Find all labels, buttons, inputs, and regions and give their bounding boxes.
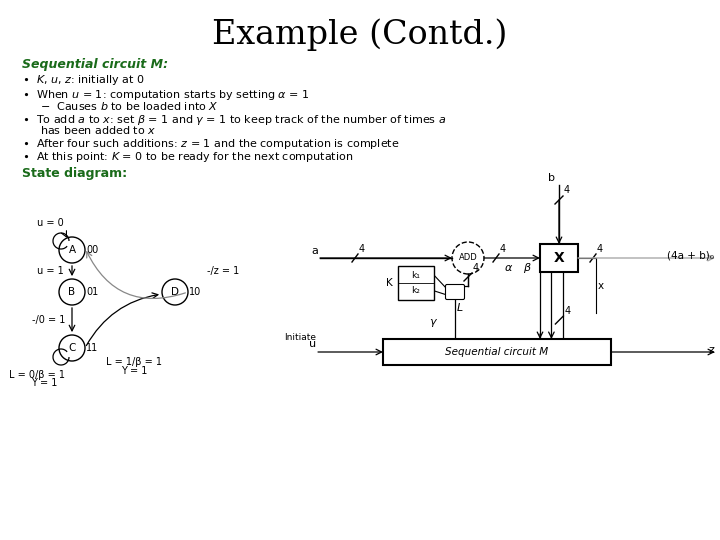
Text: has been added to $x$: has been added to $x$ [40,124,156,136]
Text: $\bullet$  $K$, $u$, $z$: initially at 0: $\bullet$ $K$, $u$, $z$: initially at 0 [22,73,145,87]
Text: z: z [708,345,714,355]
Text: $-$  Causes $b$ to be loaded into $X$: $-$ Causes $b$ to be loaded into $X$ [40,100,219,112]
Text: -/0 = 1: -/0 = 1 [32,315,66,325]
Text: Sequential circuit M: Sequential circuit M [446,347,549,357]
Text: Y = 1: Y = 1 [31,378,57,388]
Text: B: B [68,287,76,297]
Text: x: x [598,281,604,291]
Text: C: C [68,343,76,353]
Text: k₁: k₁ [412,271,420,280]
Text: 10: 10 [189,287,202,297]
Text: 4: 4 [564,185,570,195]
Bar [383,339,611,365]
Text: ADD: ADD [459,253,477,262]
Text: 4: 4 [359,244,365,254]
Text: $\bullet$  When $u$ = 1: computation starts by setting $\alpha$ = 1: $\bullet$ When $u$ = 1: computation star… [22,88,310,102]
Text: State diagram:: State diagram: [22,167,127,180]
Text: 4: 4 [564,306,570,316]
Bar [540,244,578,272]
FancyBboxPatch shape [446,285,464,300]
Text: β: β [523,263,531,273]
Text: u: u [309,339,316,349]
Text: A: A [68,245,76,255]
Text: 11: 11 [86,343,98,353]
Text: X: X [554,251,564,265]
Text: (4a + b)₀: (4a + b)₀ [667,251,714,261]
Text: b: b [548,173,555,183]
Text: 00: 00 [86,245,98,255]
Text: α: α [504,263,512,273]
Text: -/z = 1: -/z = 1 [207,266,239,276]
Text: k₂: k₂ [412,286,420,295]
Text: L = 1/β = 1: L = 1/β = 1 [106,357,162,367]
Text: u = 0: u = 0 [37,218,63,228]
Text: Sequential circuit M:: Sequential circuit M: [22,58,168,71]
Text: $\bullet$  After four such additions: $z$ = 1 and the computation is complete: $\bullet$ After four such additions: $z$… [22,137,400,151]
Text: D: D [171,287,179,297]
Text: $\bullet$  To add $a$ to $x$: set $\beta$ = 1 and $\gamma$ = 1 to keep track of : $\bullet$ To add $a$ to $x$: set $\beta$… [22,113,446,127]
Text: 4: 4 [500,244,506,254]
Text: u = 1: u = 1 [37,266,63,276]
Bar [398,266,434,300]
Text: L: L [457,303,463,313]
Text: L = 0/β = 1: L = 0/β = 1 [9,370,65,380]
Text: $\bullet$  At this point: $K$ = 0 to be ready for the next computation: $\bullet$ At this point: $K$ = 0 to be r… [22,150,354,164]
Text: Initiate: Initiate [284,333,316,342]
Text: γ: γ [428,317,436,327]
Text: Y = 1: Y = 1 [121,366,147,376]
Text: a: a [311,246,318,256]
Text: 4: 4 [473,263,479,273]
Text: 01: 01 [86,287,98,297]
Text: K: K [386,278,393,288]
Text: Example (Contd.): Example (Contd.) [212,18,508,51]
Text: 4: 4 [597,244,603,254]
